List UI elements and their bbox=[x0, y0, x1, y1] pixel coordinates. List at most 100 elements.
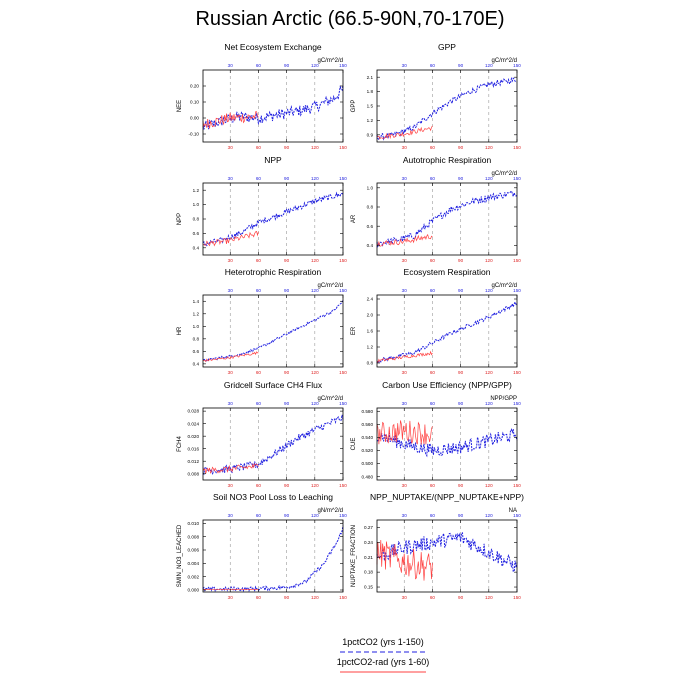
x-tick-label-bottom: 90 bbox=[284, 258, 290, 263]
series-line-1pctco2 bbox=[202, 191, 344, 247]
x-tick-label-bottom: 90 bbox=[284, 483, 290, 488]
x-tick-label-bottom: 150 bbox=[513, 145, 521, 150]
y-tick-label: 0.10 bbox=[190, 100, 199, 105]
x-tick-label-bottom: 90 bbox=[458, 595, 464, 600]
series-line-1pctco2 bbox=[202, 414, 344, 476]
panel-title: NPP_NUPTAKE/(NPP_NUPTAKE+NPP) bbox=[370, 492, 524, 502]
legend-label: 1pctCO2 (yrs 1-150) bbox=[342, 637, 424, 647]
panel-title: Net Ecosystem Exchange bbox=[224, 42, 322, 52]
x-tick-label-top: 120 bbox=[311, 63, 319, 68]
y-tick-label: 1.5 bbox=[367, 104, 374, 109]
x-tick-label-bottom: 120 bbox=[485, 145, 493, 150]
x-tick-label-bottom: 30 bbox=[402, 370, 408, 375]
x-tick-label-top: 90 bbox=[284, 63, 290, 68]
y-tick-label: 0.024 bbox=[188, 421, 200, 426]
x-tick-label-top: 30 bbox=[228, 176, 234, 181]
x-tick-label-bottom: 60 bbox=[430, 145, 436, 150]
y-tick-label: 0.580 bbox=[362, 409, 374, 414]
panel-title: Heterotrophic Respiration bbox=[225, 267, 322, 277]
x-tick-label-bottom: 120 bbox=[311, 483, 319, 488]
y-tick-label: 1.0 bbox=[193, 324, 200, 329]
x-tick-label-top: 60 bbox=[430, 63, 436, 68]
x-tick-label-bottom: 120 bbox=[311, 258, 319, 263]
x-tick-label-top: 30 bbox=[402, 63, 408, 68]
y-axis-label: HR bbox=[177, 326, 183, 335]
y-tick-label: 1.2 bbox=[193, 188, 200, 193]
panel-units: gC/m^2/d bbox=[492, 58, 518, 64]
x-tick-label-top: 90 bbox=[284, 176, 290, 181]
panel-units: gC/m^2/d bbox=[492, 283, 518, 289]
y-tick-label: 0.028 bbox=[188, 409, 200, 414]
x-tick-label-top: 120 bbox=[311, 288, 319, 293]
x-tick-label-top: 30 bbox=[228, 63, 234, 68]
panel-units: NA bbox=[509, 508, 517, 514]
panel-7: Carbon Use Efficiency (NPP/GPP) NPP/GPP 0.… bbox=[351, 380, 521, 488]
series-line-1pctco2-rad bbox=[376, 233, 433, 247]
x-tick-label-bottom: 30 bbox=[402, 258, 408, 263]
x-tick-label-bottom: 30 bbox=[402, 483, 408, 488]
y-axis-label: CUE bbox=[351, 438, 357, 451]
panel-title: NPP bbox=[264, 155, 282, 165]
panel-title: Carbon Use Efficiency (NPP/GPP) bbox=[382, 380, 512, 390]
x-tick-label-top: 90 bbox=[458, 176, 464, 181]
x-tick-label-top: 60 bbox=[430, 288, 436, 293]
plot-frame bbox=[202, 407, 344, 481]
x-tick-label-top: 120 bbox=[485, 288, 493, 293]
x-tick-label-bottom: 30 bbox=[228, 370, 234, 375]
series-line-1pctco2-rad bbox=[202, 111, 259, 129]
legend-label: 1pctCO2-rad (yrs 1-60) bbox=[337, 657, 430, 667]
y-tick-label: 0.6 bbox=[367, 224, 374, 229]
x-tick-label-top: 60 bbox=[256, 513, 262, 518]
x-tick-label-top: 150 bbox=[339, 176, 347, 181]
panel-units: gC/m^2/d bbox=[318, 396, 344, 402]
y-tick-label: 1.4 bbox=[193, 299, 200, 304]
x-tick-label-top: 60 bbox=[256, 63, 262, 68]
y-tick-label: 0.540 bbox=[362, 435, 374, 440]
y-tick-label: 0.27 bbox=[364, 525, 373, 530]
y-tick-label: 1.2 bbox=[193, 311, 200, 316]
x-tick-label-top: 150 bbox=[339, 288, 347, 293]
legend-entry-1: 1pctCO2-rad (yrs 1-60) bbox=[337, 657, 430, 673]
x-tick-label-top: 60 bbox=[430, 513, 436, 518]
y-tick-label: 0.4 bbox=[367, 243, 374, 248]
plot-frame bbox=[202, 69, 344, 143]
x-tick-label-top: 60 bbox=[430, 176, 436, 181]
x-tick-label-top: 90 bbox=[458, 401, 464, 406]
x-tick-label-bottom: 60 bbox=[430, 483, 436, 488]
y-tick-label: 0.008 bbox=[188, 471, 200, 476]
y-tick-label: 0.560 bbox=[362, 422, 374, 427]
panel-0: Net Ecosystem Exchange gC/m^2/d -0.10 0.00 0… bbox=[177, 42, 347, 150]
x-tick-label-bottom: 120 bbox=[311, 145, 319, 150]
legend: 1pctCO2 (yrs 1-150) 1pctCO2-rad (yrs 1-60… bbox=[337, 637, 430, 673]
y-tick-label: 0.4 bbox=[193, 245, 200, 250]
x-tick-label-top: 90 bbox=[458, 513, 464, 518]
plot-frame bbox=[202, 294, 344, 368]
x-tick-label-top: 30 bbox=[228, 513, 234, 518]
x-tick-label-top: 60 bbox=[256, 401, 262, 406]
x-tick-label-top: 120 bbox=[485, 401, 493, 406]
x-tick-label-bottom: 120 bbox=[485, 370, 493, 375]
y-tick-label: 0.6 bbox=[193, 349, 200, 354]
y-tick-label: 0.20 bbox=[190, 84, 199, 89]
x-tick-label-bottom: 150 bbox=[513, 258, 521, 263]
x-tick-label-top: 30 bbox=[402, 176, 408, 181]
x-tick-label-bottom: 150 bbox=[339, 258, 347, 263]
x-tick-label-top: 120 bbox=[311, 401, 319, 406]
x-tick-label-bottom: 30 bbox=[228, 595, 234, 600]
series-line-1pctco2 bbox=[202, 85, 344, 130]
y-tick-label: 0.016 bbox=[188, 446, 200, 451]
x-tick-label-top: 90 bbox=[458, 288, 464, 293]
x-tick-label-bottom: 90 bbox=[458, 258, 464, 263]
x-tick-label-bottom: 120 bbox=[311, 595, 319, 600]
panel-4: Heterotrophic Respiration gC/m^2/d 0.4 0.6 0… bbox=[177, 267, 347, 375]
x-tick-label-bottom: 60 bbox=[256, 595, 262, 600]
x-tick-label-top: 150 bbox=[513, 176, 521, 181]
y-tick-label: 2.4 bbox=[367, 297, 374, 302]
y-tick-label: -0.10 bbox=[189, 132, 200, 137]
y-axis-label: NUPTAKE_FRACTION bbox=[351, 525, 357, 587]
x-tick-label-top: 30 bbox=[228, 288, 234, 293]
x-tick-label-bottom: 30 bbox=[228, 483, 234, 488]
x-tick-label-bottom: 30 bbox=[402, 595, 408, 600]
